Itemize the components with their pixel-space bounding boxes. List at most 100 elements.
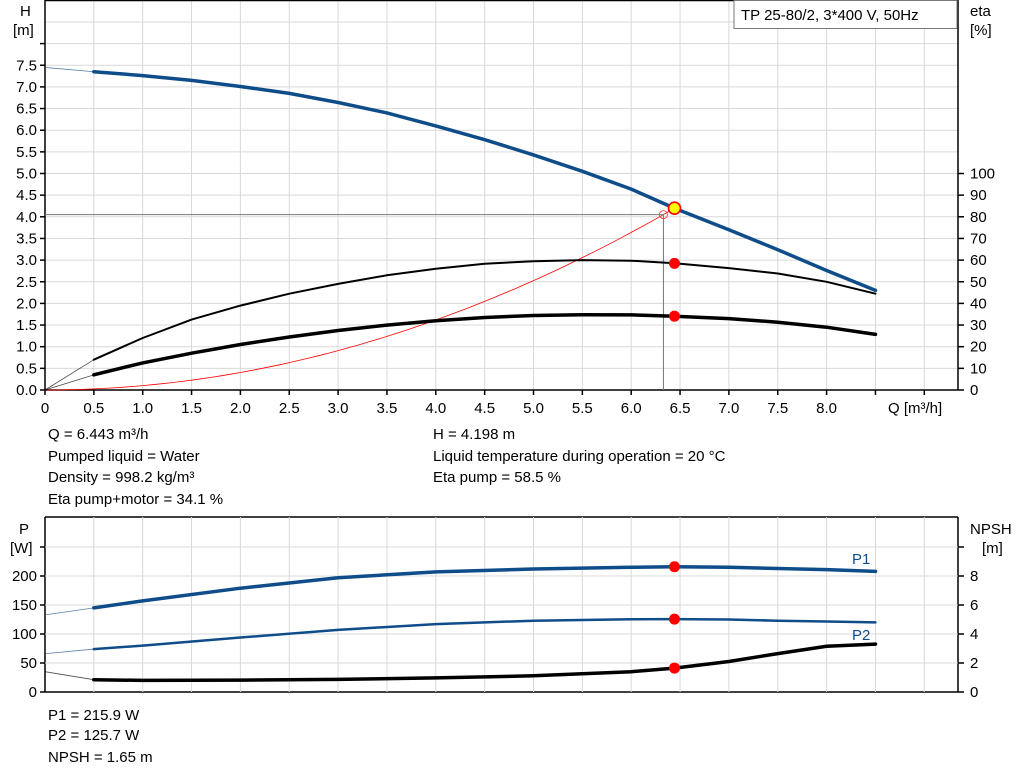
system-intersection-marker — [659, 210, 668, 220]
info-eta-total: Eta pump+motor = 34.1 % — [48, 491, 223, 508]
x-tick-label: 0.5 — [83, 400, 104, 417]
x-axis-label: Q [m³/h] — [888, 400, 942, 417]
y2-tick-label: 60 — [970, 252, 987, 269]
system-curve — [45, 207, 675, 391]
x-tick-label: 6.0 — [621, 400, 642, 417]
y-tick-label: 6.5 — [16, 101, 37, 118]
info-p2: P2 = 125.7 W — [48, 727, 140, 744]
y2-tick-label: 2 — [970, 655, 978, 672]
series-label-p1: P1 — [852, 551, 870, 568]
y-axis-label-p: P — [19, 521, 29, 538]
grid-top — [44, 0, 959, 693]
p1-curve-extrapolation — [44, 607, 94, 616]
y-tick-label: 0.5 — [16, 360, 37, 377]
y-tick-label: 150 — [12, 597, 37, 614]
y2-axis-unit-npsh: [m] — [982, 540, 1003, 557]
y-tick-label: 7.0 — [16, 79, 37, 96]
x-tick-label: 6.5 — [670, 400, 691, 417]
y2-tick-label: 90 — [970, 187, 987, 204]
info-h: H = 4.198 m — [433, 426, 515, 443]
eta-total-curve — [92, 312, 878, 377]
x-tick-label: 4.0 — [425, 400, 446, 417]
y2-tick-label: 0 — [970, 382, 978, 399]
info-npsh: NPSH = 1.65 m — [48, 749, 153, 766]
y2-tick-label: 6 — [970, 597, 978, 614]
p2-curve — [92, 617, 877, 651]
info-q: Q = 6.443 m³/h — [48, 426, 148, 443]
y-tick-label: 50 — [20, 655, 37, 672]
y-tick-label: 6.0 — [16, 122, 37, 139]
y-tick-label: 3.0 — [16, 252, 37, 269]
npsh-curve — [92, 642, 878, 683]
y-axis-unit-h: [m] — [13, 22, 34, 39]
x-tick-label: 4.5 — [474, 400, 495, 417]
x-tick-label: 8.0 — [816, 400, 837, 417]
x-tick-label: 2.5 — [279, 400, 300, 417]
y2-tick-label: 50 — [970, 274, 987, 291]
y-tick-label: 7.5 — [16, 57, 37, 74]
y2-axis-label-eta: eta — [970, 3, 992, 20]
info-p1: P1 = 215.9 W — [48, 707, 140, 724]
y2-tick-label: 8 — [970, 568, 978, 585]
y-tick-label: 3.5 — [16, 230, 37, 247]
x-tick-label: 2.0 — [230, 400, 251, 417]
y2-tick-label: 20 — [970, 339, 987, 356]
y2-axis-label-npsh: NPSH — [970, 521, 1012, 538]
qh-curve — [92, 69, 878, 293]
tick-labels: 0 0.5 1.0 1.5 2.0 2.5 3.0 3.5 4.0 4.5 5.0 5.5 6.0 6.5… — [12, 42, 995, 701]
y2-tick-label: 100 — [970, 166, 995, 183]
info-temperature: Liquid temperature during operation = 20… — [433, 448, 726, 465]
curves — [44, 67, 878, 683]
y-tick-label: 4.0 — [16, 209, 37, 226]
duty-point-npsh — [668, 662, 680, 674]
eta-total-curve-extrapolation — [44, 374, 94, 391]
info-eta-pump: Eta pump = 58.5 % — [433, 469, 561, 486]
y-tick-label: 5.5 — [16, 144, 37, 161]
npsh-curve-extrapolation — [44, 671, 94, 681]
x-tick-label: 3.0 — [328, 400, 349, 417]
duty-point-eta-total — [668, 310, 680, 322]
x-tick-label: 7.5 — [767, 400, 788, 417]
y-tick-label: 0 — [29, 684, 37, 701]
qh-curve-extrapolation — [44, 67, 94, 73]
y-tick-label: 100 — [12, 626, 37, 643]
y2-tick-label: 40 — [970, 295, 987, 312]
x-tick-label: 1.0 — [132, 400, 153, 417]
chart-title: TP 25-80/2, 3*400 V, 50Hz — [741, 7, 919, 24]
y-tick-label: 0.0 — [16, 382, 37, 399]
y2-tick-label: 80 — [970, 209, 987, 226]
eta-pump-curve — [92, 259, 877, 361]
x-tick-label: 1.5 — [181, 400, 202, 417]
x-tick-label: 7.0 — [718, 400, 739, 417]
duty-point-head — [667, 201, 682, 216]
y2-tick-label: 30 — [970, 317, 987, 334]
p2-curve-extrapolation — [44, 648, 94, 655]
grid-bottom — [45, 517, 958, 692]
y-tick-label: 200 — [12, 568, 37, 585]
y-tick-label: 1.0 — [16, 339, 37, 356]
p1-curve — [92, 565, 878, 610]
y-tick-label: 1.5 — [16, 317, 37, 334]
y-tick-label: 4.5 — [16, 187, 37, 204]
eta-pump-curve-extrapolation — [44, 359, 95, 391]
info-density: Density = 998.2 kg/m³ — [48, 469, 194, 486]
y2-tick-label: 4 — [970, 626, 978, 643]
info-liquid: Pumped liquid = Water — [48, 448, 200, 465]
series-label-p2: P2 — [852, 627, 870, 644]
y-tick-label: 5.0 — [16, 166, 37, 183]
y2-tick-label: 0 — [970, 684, 978, 701]
y2-axis-unit-eta: [%] — [970, 22, 992, 39]
y-tick-label: 2.0 — [16, 295, 37, 312]
duty-point-p2 — [668, 613, 680, 625]
duty-point-p1 — [668, 561, 680, 573]
x-tick-label: 5.5 — [572, 400, 593, 417]
legend-box — [733, 0, 958, 29]
x-tick-label: 0 — [41, 400, 49, 417]
y-tick-label: 2.5 — [16, 274, 37, 291]
y2-tick-label: 10 — [970, 360, 987, 377]
duty-point-eta-pump — [668, 257, 680, 269]
x-tick-label: 3.5 — [377, 400, 398, 417]
y-axis-unit-p: [W] — [10, 540, 33, 557]
y-axis-label-h: H — [20, 3, 31, 20]
